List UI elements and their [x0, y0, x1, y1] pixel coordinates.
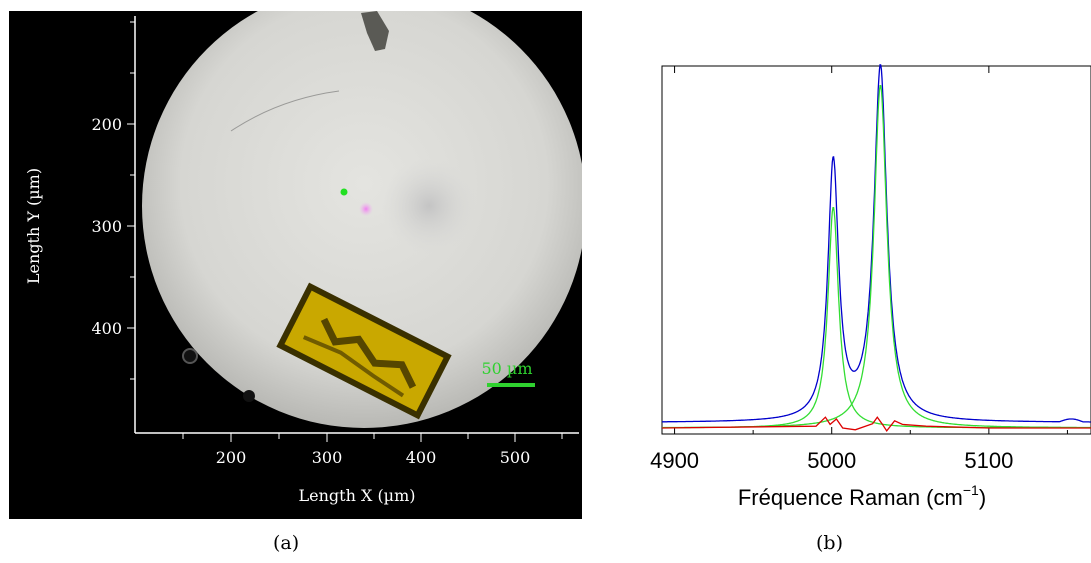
- bubble: [182, 348, 198, 364]
- y-axis-label: Length Y (µm): [24, 168, 43, 284]
- x-axis-label-sup: −1: [963, 482, 979, 498]
- y-tick-label: 400: [91, 319, 122, 338]
- caption-panel-a: (a): [273, 532, 300, 554]
- microscope-image-panel: 200 300 400 200 300 400 500 Length X (µm…: [9, 11, 582, 519]
- x-axis-label-end: ): [979, 485, 986, 510]
- dark-spot: [381, 158, 477, 254]
- x-axis-label: Fréquence Raman (cm−1): [738, 482, 986, 510]
- x-tick-label: 400: [406, 448, 437, 467]
- x-tick-label: 300: [312, 448, 343, 467]
- pink-spot: [359, 202, 373, 216]
- crystal: [276, 282, 452, 420]
- y-tick-label: 300: [91, 217, 122, 236]
- x-tick-label: 200: [216, 448, 247, 467]
- y-minor-ticks: [127, 21, 135, 380]
- laser-spot: [340, 188, 348, 196]
- illuminated-field: [142, 11, 582, 428]
- x-minor-ticks: [182, 433, 563, 442]
- x-tick-label: 5000: [807, 448, 856, 473]
- scratch-line: [230, 90, 340, 132]
- bubble: [243, 390, 255, 402]
- x-tick-label: 500: [500, 448, 531, 467]
- x-tick-label: 5100: [964, 448, 1013, 473]
- series-measured: [662, 64, 1091, 423]
- x-axis-label: Length X (µm): [299, 486, 416, 505]
- scale-bar: [487, 383, 535, 387]
- x-axis-label-main: Fréquence Raman (cm: [738, 485, 963, 510]
- debris-top: [361, 11, 389, 51]
- scale-bar-label: 50 µm: [481, 359, 532, 378]
- raman-spectrum-chart: 4900 5000 5100 Fréquence Raman (cm−1): [650, 64, 1091, 510]
- y-tick-label: 200: [91, 115, 122, 134]
- x-tick-label: 4900: [650, 448, 699, 473]
- caption-panel-b: (b): [816, 532, 843, 554]
- series-residual: [661, 416, 1091, 433]
